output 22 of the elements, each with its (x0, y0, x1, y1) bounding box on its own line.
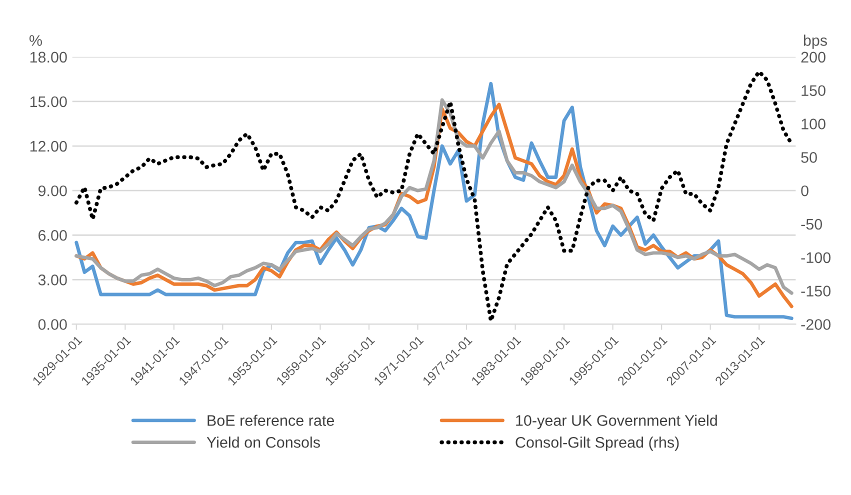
legend-label: BoE reference rate (208, 414, 334, 426)
y-tick-label: 3.00 (38, 274, 67, 286)
y2-axis-title: bps (804, 34, 827, 49)
y2-tick-label: -100 (801, 252, 831, 264)
y2-tick-label: 50 (801, 152, 817, 163)
y2-tick-label: -150 (801, 286, 831, 296)
y2-tick-label: 100 (802, 118, 826, 130)
y2-tick-label: -200 (801, 319, 831, 330)
y2-tick-label: -50 (801, 218, 822, 230)
y-tick-label: 0.00 (38, 319, 67, 330)
y2-tick-label: 200 (801, 52, 826, 63)
y-tick-label: 9.00 (38, 185, 67, 196)
legend-label: 10-year UK Government Yield (516, 414, 717, 429)
y2-tick-label: 150 (802, 85, 826, 96)
y-tick-label: 6.00 (38, 230, 67, 241)
y-tick-label: 15.00 (30, 96, 67, 108)
y-tick-label: 18.00 (30, 52, 67, 63)
y-tick-label: 12.00 (30, 140, 67, 152)
legend-label: Yield on Consols (206, 436, 320, 448)
y2-tick-label: 0 (801, 185, 808, 196)
y-axis-title: % (29, 35, 42, 46)
legend-label: Consol-Gilt Spread (rhs) (516, 436, 679, 451)
